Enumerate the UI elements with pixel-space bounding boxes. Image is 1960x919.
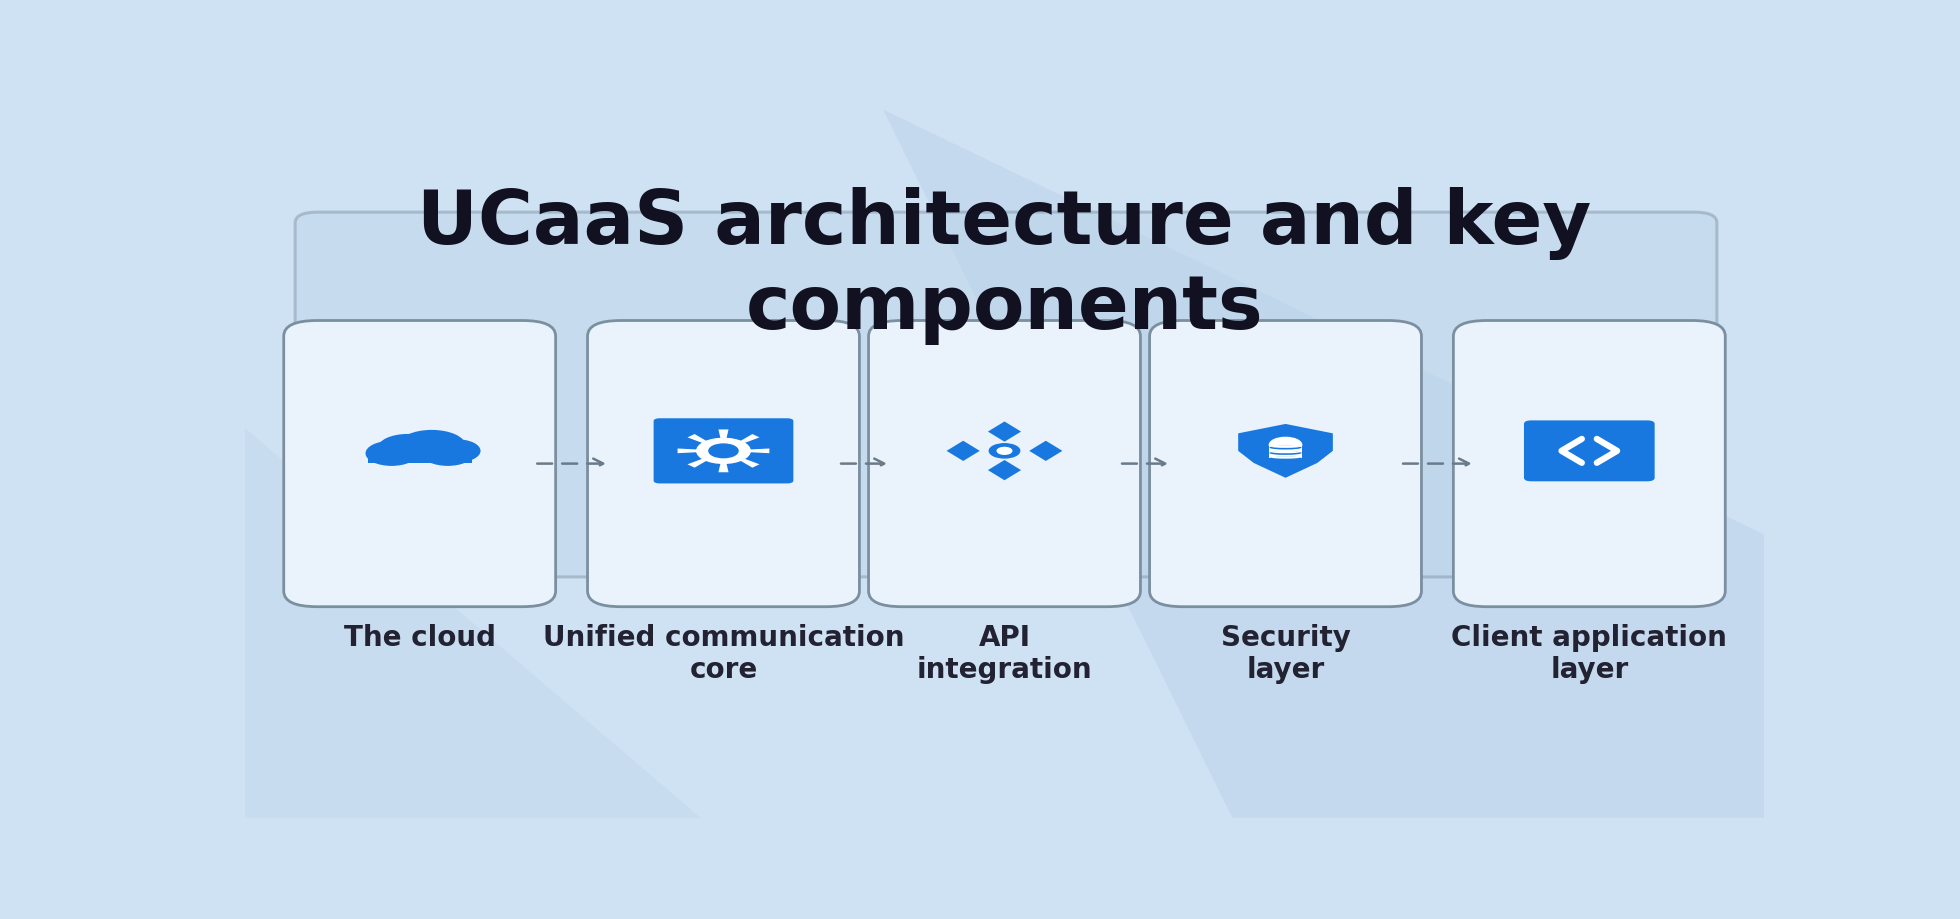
- Text: UCaaS architecture and key: UCaaS architecture and key: [417, 187, 1592, 260]
- Circle shape: [1270, 438, 1301, 453]
- Polygon shape: [1239, 425, 1333, 478]
- Circle shape: [998, 448, 1011, 455]
- Text: Client application
layer: Client application layer: [1450, 623, 1727, 684]
- Text: API
integration: API integration: [917, 623, 1092, 684]
- FancyBboxPatch shape: [1454, 321, 1725, 607]
- Bar: [368, 450, 472, 463]
- FancyBboxPatch shape: [1525, 421, 1654, 482]
- Polygon shape: [245, 428, 702, 818]
- Circle shape: [367, 442, 417, 466]
- FancyBboxPatch shape: [1151, 321, 1421, 607]
- Ellipse shape: [1272, 446, 1299, 448]
- Text: The cloud: The cloud: [343, 623, 496, 652]
- Circle shape: [398, 431, 465, 462]
- Ellipse shape: [1272, 457, 1299, 460]
- FancyBboxPatch shape: [284, 321, 555, 607]
- FancyBboxPatch shape: [868, 321, 1141, 607]
- FancyBboxPatch shape: [653, 419, 794, 484]
- Circle shape: [710, 445, 739, 459]
- Polygon shape: [988, 460, 1021, 481]
- FancyBboxPatch shape: [296, 213, 1717, 577]
- Circle shape: [433, 440, 480, 462]
- Polygon shape: [678, 430, 770, 472]
- Circle shape: [421, 442, 472, 466]
- FancyBboxPatch shape: [588, 321, 858, 607]
- Ellipse shape: [1270, 457, 1301, 460]
- Polygon shape: [947, 441, 980, 461]
- Ellipse shape: [1272, 451, 1299, 454]
- Circle shape: [378, 436, 437, 462]
- Text: components: components: [745, 272, 1264, 345]
- Ellipse shape: [1270, 447, 1301, 450]
- Polygon shape: [988, 422, 1021, 442]
- Polygon shape: [1029, 441, 1062, 461]
- Bar: [1270, 446, 1301, 458]
- Ellipse shape: [1270, 451, 1301, 456]
- Text: Security
layer: Security layer: [1221, 623, 1350, 684]
- Circle shape: [990, 444, 1019, 459]
- Circle shape: [696, 439, 751, 464]
- Polygon shape: [882, 110, 1764, 818]
- Text: Unified communication
core: Unified communication core: [543, 623, 904, 684]
